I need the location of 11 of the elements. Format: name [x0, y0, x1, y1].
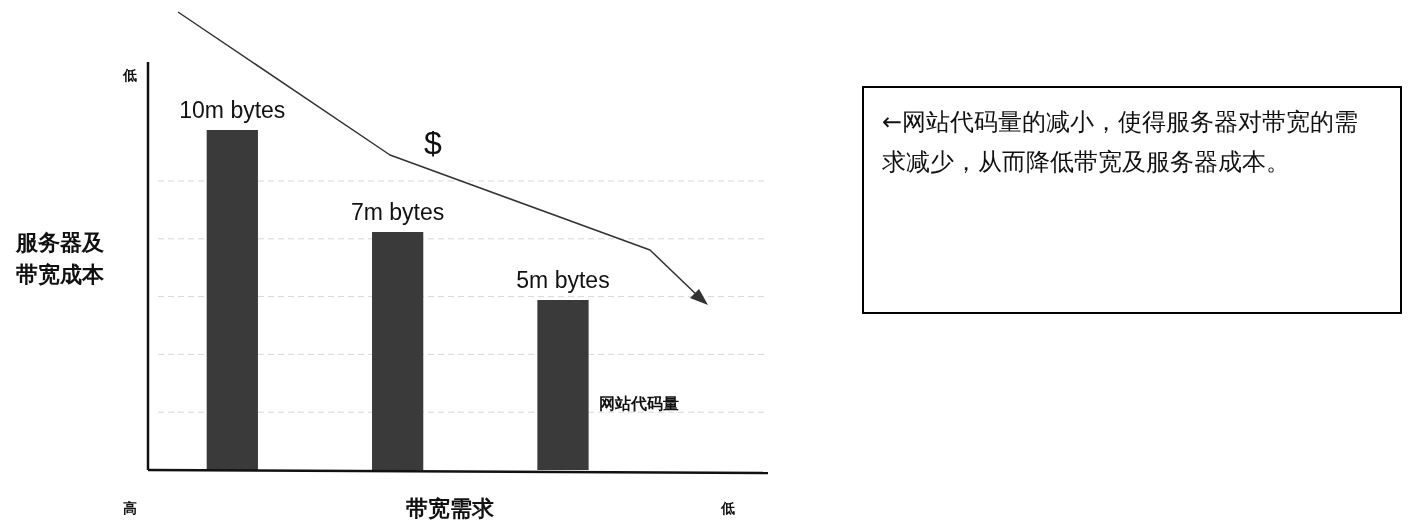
series-label: 网站代码量 — [598, 394, 679, 412]
data-label: 5m bytes — [516, 267, 610, 293]
data-label: 7m bytes — [350, 199, 445, 225]
text: 低 — [122, 67, 137, 83]
x-axis-title: 带宽需求 — [406, 496, 495, 521]
annotation: $ — [424, 125, 443, 161]
text: ←网站代码量的减小，使得服务器对带宽的需求减少，从而降低带宽及服务器成本。 — [862, 86, 1402, 314]
text: 低 — [720, 500, 735, 516]
y-axis-title: 服务器及带宽成本 — [15, 230, 105, 287]
data-label: 10m bytes — [179, 97, 286, 123]
text: 高 — [123, 500, 137, 516]
